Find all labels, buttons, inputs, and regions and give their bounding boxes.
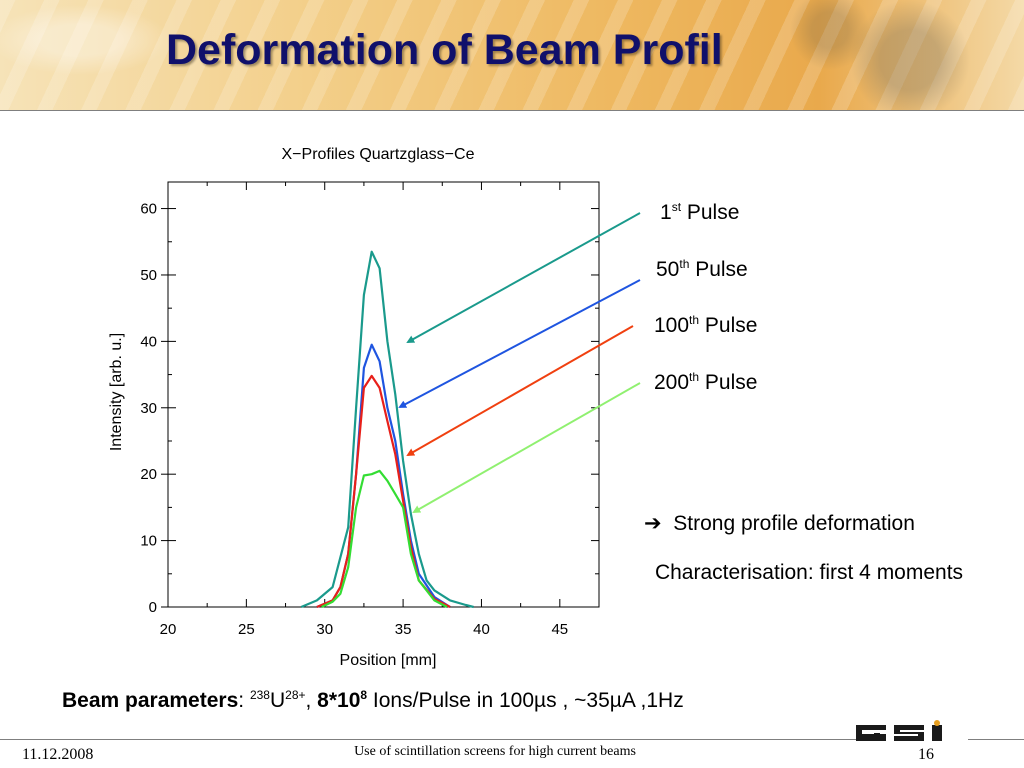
y-tick-label: 60 <box>140 201 157 218</box>
y-tick-label: 40 <box>140 333 157 350</box>
y-tick-label: 10 <box>140 533 157 550</box>
banner-apparatus-image <box>770 0 1024 110</box>
chart-title: X−Profiles Quartzglass−Ce <box>282 146 475 163</box>
annotation-arrow-3 <box>406 325 634 456</box>
annotation-arrow-4 <box>412 382 641 513</box>
x-tick-label: 35 <box>395 621 412 638</box>
pulse-label-1st: 1st Pulse <box>660 200 740 224</box>
annotation-arrow-2 <box>398 279 641 408</box>
x-tick-label: 25 <box>238 621 255 638</box>
footer-title: Use of scintillation screens for high cu… <box>354 744 636 759</box>
pulse-label-50th: 50th Pulse <box>656 257 748 281</box>
y-tick-label: 30 <box>140 400 157 417</box>
gsi-logo <box>856 720 942 741</box>
y-tick-label: 50 <box>140 267 157 284</box>
footer-divider-left <box>0 739 856 740</box>
x-tick-label: 40 <box>473 621 490 638</box>
arrow-bullet-icon: ➔ <box>644 512 662 535</box>
x-tick-label: 20 <box>160 621 177 638</box>
page-number: 16 <box>918 746 934 763</box>
pulse-label-200th: 200th Pulse <box>654 370 758 394</box>
footer-date: 11.12.2008 <box>22 746 94 763</box>
header-banner <box>0 0 1024 110</box>
x-tick-label: 30 <box>316 621 333 638</box>
deformation-bullet: ➔ Strong profile deformation <box>644 512 915 535</box>
y-axis-label: Intensity [arb. u.] <box>108 333 125 451</box>
annotation-arrows <box>398 212 641 513</box>
series-line-1 <box>300 250 474 609</box>
footer-divider-right <box>968 739 1024 740</box>
slide-title: Deformation of Beam Profil <box>166 26 723 74</box>
characterisation-text: Characterisation: first 4 moments <box>654 561 964 584</box>
series-line-4 <box>321 469 448 608</box>
plot-frame <box>167 181 600 608</box>
banner-pattern <box>0 0 1024 110</box>
banner-highlight <box>0 0 260 110</box>
x-tick-label: 45 <box>551 621 568 638</box>
y-tick-label: 0 <box>149 599 157 616</box>
annotation-arrow-1 <box>406 212 641 343</box>
series-lines <box>300 250 474 609</box>
beam-parameters: Beam parameters: 238U28+, 8*108 Ions/Pul… <box>62 688 684 712</box>
y-tick-label: 20 <box>140 466 157 483</box>
pulse-label-100th: 100th Pulse <box>654 313 758 337</box>
x-axis-label: Position [mm] <box>340 652 437 669</box>
header-divider <box>0 110 1024 111</box>
